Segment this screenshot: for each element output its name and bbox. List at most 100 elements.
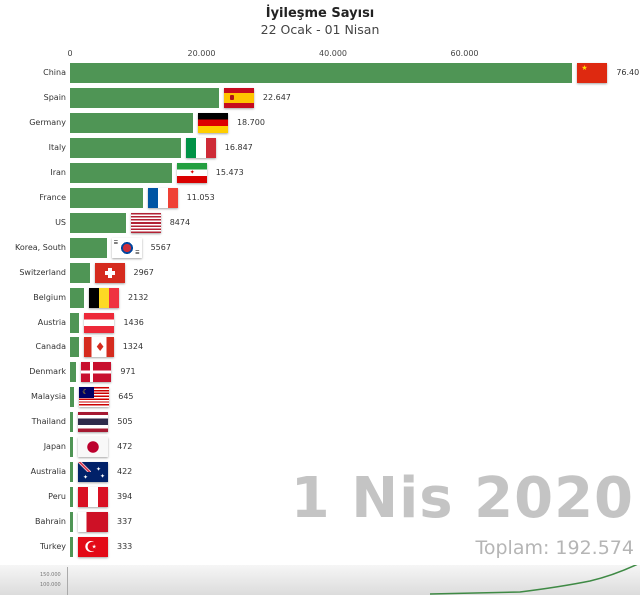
mini-timeline-chart: 150.000 100.000 [0, 565, 640, 595]
bar-value: 16.847 [224, 142, 253, 152]
bar-value: 5567 [150, 242, 171, 252]
bar-row: Peru 394 [0, 486, 640, 508]
bar-value: 11.053 [186, 192, 215, 202]
bar-value: 8474 [169, 217, 191, 227]
flag-turkey-icon: ☪ [78, 537, 108, 558]
bar [70, 312, 80, 333]
bar [70, 262, 90, 283]
x-axis-tick: 60.000 [450, 49, 479, 58]
mini-tick: 150.000 [40, 572, 61, 578]
mini-tick: 100.000 [40, 582, 61, 588]
bar-row: US 8474 [0, 212, 640, 234]
bar [70, 512, 73, 533]
bar [70, 362, 77, 383]
bar-value: 15.473 [215, 167, 244, 177]
bar-row: Spain 22.647 [0, 87, 640, 109]
bar [70, 87, 219, 108]
bar-value: 394 [117, 492, 133, 502]
bar-row: Belgium 2132 [0, 287, 640, 309]
flag-belgium-icon [89, 287, 120, 308]
country-label: Germany [29, 117, 66, 127]
bar [70, 137, 181, 158]
bar-value: 971 [120, 367, 136, 377]
country-label: US [55, 217, 66, 227]
bar-row: Switzerland 2967 [0, 262, 640, 284]
bar-value: 22.647 [262, 92, 291, 102]
country-label: Bahrain [35, 517, 66, 527]
bar-row: Australia ✦ ✦ ✦ 422 [0, 461, 640, 483]
bar-value: 1324 [122, 342, 144, 352]
bar [70, 112, 193, 133]
bar [70, 63, 573, 83]
bar-value: 76.40 [616, 68, 640, 77]
bar-row: Canada ♦ 1324 [0, 336, 640, 358]
country-label: France [39, 192, 66, 202]
bar [70, 162, 172, 183]
bar [70, 387, 75, 408]
flag-iran-icon: ✦ [176, 162, 207, 183]
mini-axis-line [67, 567, 68, 595]
bar-value: 333 [117, 542, 133, 552]
bar [70, 187, 143, 208]
bar [70, 437, 74, 458]
bar [70, 337, 79, 358]
date-display: 1 Nis 2020 [290, 466, 634, 531]
bar [70, 237, 107, 258]
flag-korea-south-icon: ☰ ☰ [111, 237, 142, 258]
bar-value: 2132 [128, 292, 149, 302]
flag-malaysia-icon: ☾ [79, 387, 110, 408]
country-label: Canada [35, 342, 66, 352]
x-axis-tick: 40.000 [319, 49, 347, 58]
chart-title: İyileşme Sayısı [265, 6, 375, 21]
country-label: Malaysia [31, 392, 66, 402]
country-label: Iran [50, 167, 66, 177]
flag-thailand-icon [78, 412, 109, 433]
bar [70, 537, 73, 558]
bar [70, 487, 73, 508]
x-axis-tick: 0 [67, 49, 73, 58]
country-label: Japan [43, 442, 66, 452]
chart-subtitle: 22 Ocak - 01 Nisan [260, 22, 380, 37]
flag-australia-icon: ✦ ✦ ✦ [78, 462, 108, 483]
bar-value: 645 [118, 392, 134, 402]
flag-japan-icon [78, 437, 109, 458]
bar-value: 337 [117, 517, 133, 527]
country-label: Thailand [31, 417, 66, 427]
country-label: Denmark [29, 367, 66, 377]
country-label: Korea, South [14, 242, 66, 252]
bar-row: Italy 16.847 [0, 137, 640, 159]
bar-row: Bahrain 337 [0, 511, 640, 533]
flag-canada-icon: ♦ [83, 337, 114, 358]
flag-germany-icon [197, 112, 228, 133]
x-axis-tick: 20.000 [187, 49, 216, 58]
country-label: Peru [48, 492, 66, 502]
flag-spain-icon [223, 87, 254, 108]
country-label: Belgium [33, 292, 66, 302]
flag-denmark-icon [81, 362, 112, 383]
country-label: Turkey [39, 542, 66, 552]
bar [70, 412, 74, 433]
country-label: Australia [30, 467, 66, 477]
bar-row: Denmark 971 [0, 361, 640, 383]
bar-row: Turkey ☪ 333 [0, 536, 640, 558]
mini-trend-line [429, 565, 638, 595]
bar [70, 287, 85, 308]
bar-row: Iran ✦ 15.473 [0, 162, 640, 184]
bar-row: Korea, South ☰ ☰ 5567 [0, 237, 640, 259]
flag-bahrain-icon [78, 512, 108, 533]
flag-china-icon: ★ [577, 63, 608, 83]
flag-france-icon [147, 187, 178, 208]
bar-value: 472 [117, 442, 133, 452]
bar-value: 505 [117, 417, 133, 427]
country-label: Austria [37, 317, 66, 327]
country-label: Spain [43, 92, 66, 102]
bar-row: Germany 18.700 [0, 112, 640, 134]
total-display: Toplam: 192.574 [475, 537, 634, 559]
bar-value: 1436 [123, 317, 144, 327]
country-label: Italy [48, 142, 66, 152]
flag-switzerland-icon [94, 262, 125, 283]
bar-row: Japan 472 [0, 436, 640, 458]
bar-row: France 11.053 [0, 187, 640, 209]
bar-row: China ★ 76.40 [0, 62, 640, 84]
bar [70, 462, 73, 483]
